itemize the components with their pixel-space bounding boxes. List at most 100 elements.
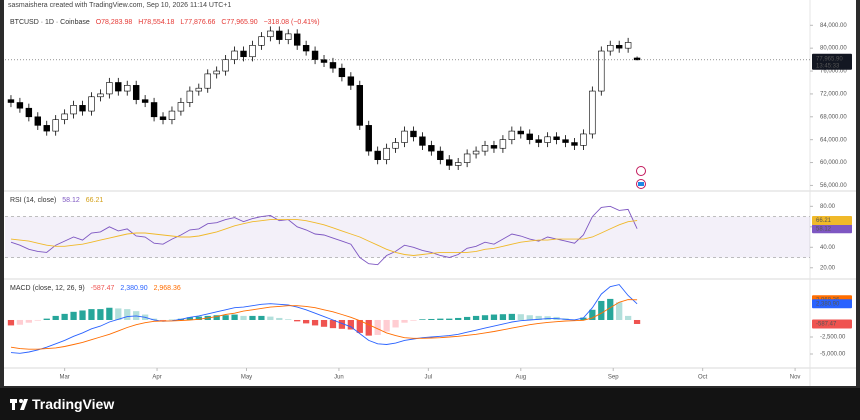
event-icons bbox=[636, 166, 646, 189]
rsi-legend: RSI (14, close) 58.12 66.21 bbox=[10, 197, 107, 204]
footer-bar bbox=[0, 388, 860, 420]
histogram-bar bbox=[607, 298, 614, 320]
candle-body bbox=[177, 102, 185, 112]
candle-body bbox=[106, 82, 113, 95]
candle-body bbox=[61, 113, 68, 120]
logo bbox=[10, 399, 28, 410]
candle-body bbox=[231, 50, 238, 60]
y-tick-label: 80,000.00 bbox=[820, 46, 847, 52]
histogram-bar bbox=[195, 316, 202, 320]
x-tick-label: Sep bbox=[608, 375, 619, 381]
series-line bbox=[10, 205, 638, 266]
candle-body bbox=[499, 139, 507, 149]
ohlc-close: C77,965.90 bbox=[221, 19, 258, 26]
histogram-bar bbox=[508, 313, 515, 320]
candle-body bbox=[633, 57, 641, 61]
series-line bbox=[10, 284, 638, 354]
y-tick-label: 72,000.00 bbox=[820, 91, 847, 97]
candle-body bbox=[293, 33, 301, 46]
histogram-bar bbox=[616, 302, 623, 320]
candle-body bbox=[124, 85, 131, 92]
x-tick-label: Apr bbox=[152, 375, 161, 381]
y-tick-label: -5,000.00 bbox=[820, 352, 846, 358]
histogram-bar bbox=[490, 314, 498, 320]
candle-body bbox=[168, 110, 176, 120]
histogram-bar bbox=[320, 319, 328, 327]
candle-body bbox=[52, 119, 59, 132]
histogram-bar bbox=[213, 315, 220, 320]
candle-body bbox=[580, 133, 587, 146]
candle-body bbox=[195, 87, 203, 92]
histogram-bar bbox=[61, 313, 68, 320]
value-tag bbox=[812, 215, 852, 225]
histogram-bar bbox=[338, 319, 346, 329]
histogram-bar bbox=[294, 319, 301, 322]
histogram-bar bbox=[311, 319, 319, 326]
ohlc-open: O78,283.98 bbox=[95, 19, 133, 26]
histogram-bar bbox=[633, 319, 641, 324]
value-tag-label: 66.21 bbox=[816, 218, 832, 224]
histogram-bar bbox=[455, 317, 462, 320]
histogram-bar bbox=[419, 319, 426, 320]
candle-body bbox=[150, 102, 158, 118]
candle-body bbox=[624, 42, 632, 49]
y-tick-label: 76,000.00 bbox=[820, 69, 847, 75]
candle-body bbox=[79, 105, 86, 112]
histogram-bar bbox=[446, 318, 453, 320]
candle-body bbox=[258, 36, 265, 46]
candle-body bbox=[544, 136, 551, 143]
countdown: 13:45:33 bbox=[816, 63, 840, 69]
y-tick-label: 68,000.00 bbox=[820, 114, 847, 120]
candle-body bbox=[356, 85, 364, 126]
value-tag-label: 58.12 bbox=[816, 226, 832, 232]
ohlc-change: −318.08 (−0.41%) bbox=[263, 19, 320, 26]
histogram-bar bbox=[463, 316, 471, 320]
candle-body bbox=[419, 136, 426, 146]
histogram-bar bbox=[598, 300, 605, 320]
candle-body bbox=[526, 133, 533, 140]
value-tag bbox=[812, 299, 852, 309]
candle-body bbox=[43, 125, 50, 132]
histogram-bar bbox=[589, 309, 596, 320]
candle-body bbox=[553, 136, 560, 140]
ohlc-low: L77,876.66 bbox=[180, 19, 216, 26]
symbol: BTCUSD · 1D · Coinbase bbox=[10, 19, 90, 26]
candle-body bbox=[97, 93, 104, 98]
y-tick-label: 56,000.00 bbox=[820, 183, 847, 189]
x-tick-label: Jun bbox=[334, 375, 344, 381]
candle-body bbox=[472, 150, 480, 155]
histogram-bar bbox=[7, 319, 15, 326]
price-tag-label: 77,965.90 bbox=[816, 56, 843, 62]
candle-body bbox=[454, 162, 462, 166]
x-tick-label: Mar bbox=[59, 375, 69, 381]
histogram-bar bbox=[365, 319, 372, 336]
candle-body bbox=[338, 67, 346, 78]
histogram-bar bbox=[329, 319, 337, 329]
value-tag-label: -587.47 bbox=[816, 322, 837, 328]
value-tag-label: 2,380.90 bbox=[816, 301, 840, 307]
histogram-bar bbox=[499, 314, 507, 320]
histogram-bar bbox=[347, 319, 354, 330]
histogram-bar bbox=[124, 309, 131, 320]
y-tick-label: 80.00 bbox=[820, 204, 836, 210]
macd-legend: MACD (close, 12, 26, 9) -587.47 2,380.90… bbox=[10, 285, 185, 292]
histogram-bar bbox=[401, 319, 408, 323]
histogram-bar bbox=[150, 318, 158, 320]
value-tag bbox=[812, 319, 852, 329]
candle-body bbox=[410, 130, 417, 138]
histogram-bar bbox=[374, 319, 381, 335]
x-tick-label: May bbox=[241, 375, 252, 381]
histogram-bar bbox=[302, 319, 310, 324]
histogram-bar bbox=[258, 315, 265, 320]
candle-body bbox=[517, 130, 525, 135]
histogram-bar bbox=[526, 315, 533, 320]
histogram-bar bbox=[34, 319, 41, 321]
signal-value: 2,968.36 bbox=[153, 285, 181, 292]
rsi-title: RSI (14, close) bbox=[10, 197, 57, 204]
y-tick-label: 40.00 bbox=[820, 245, 836, 251]
candle-body bbox=[7, 99, 15, 103]
candle-body bbox=[508, 130, 516, 140]
x-tick-label: Oct bbox=[698, 375, 708, 381]
histogram-bar bbox=[231, 314, 238, 320]
candle-body bbox=[115, 82, 122, 92]
